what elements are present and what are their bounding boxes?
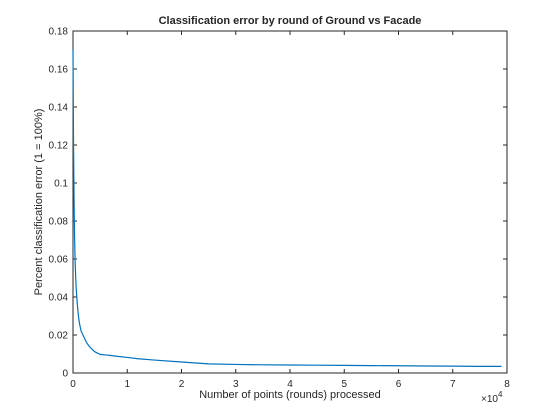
y-tick-label: 0.02 — [49, 331, 69, 342]
x-exponent-power: 4 — [498, 390, 503, 399]
y-tick-label: 0.12 — [49, 141, 69, 152]
y-tick-label: 0.18 — [49, 27, 69, 38]
x-tick-label: 0 — [70, 379, 76, 390]
y-tick-label: 0.16 — [49, 65, 69, 76]
x-tick-label: 1 — [124, 379, 130, 390]
x-axis-label: Number of points (rounds) processed — [199, 389, 381, 401]
y-tick-label: 0.06 — [49, 255, 69, 266]
y-tick-label: 0 — [62, 369, 68, 380]
x-tick-label: 6 — [396, 379, 402, 390]
y-axis-label: Percent classification error (1 = 100%) — [33, 109, 45, 296]
y-tick-label: 0.14 — [49, 103, 69, 114]
y-tick-label: 0.04 — [49, 293, 69, 304]
x-exponent-label: ×104 — [481, 390, 503, 405]
y-tick-label: 0.1 — [54, 179, 68, 190]
x-tick-label: 7 — [450, 379, 456, 390]
x-tick-label: 2 — [179, 379, 185, 390]
plot-area — [73, 31, 507, 373]
x-exponent-base: ×10 — [481, 394, 498, 405]
x-tick-label: 8 — [504, 379, 510, 390]
y-tick-label: 0.08 — [49, 217, 69, 228]
chart-title: Classification error by round of Ground … — [159, 15, 422, 27]
